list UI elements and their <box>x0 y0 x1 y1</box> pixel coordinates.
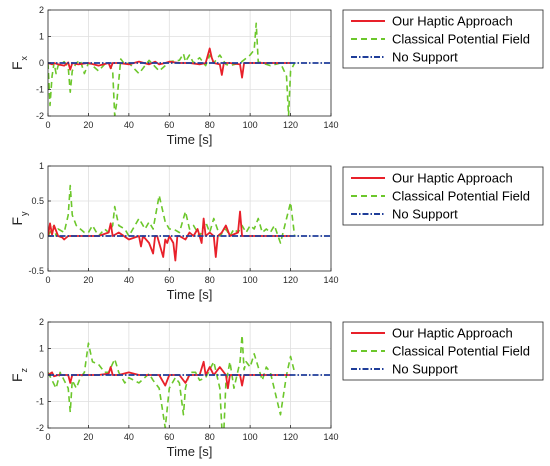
legend: Our Haptic Approach Classical Potential F… <box>342 166 544 226</box>
y-tick-label: 0.5 <box>31 196 44 206</box>
y-axis-label-subscript: y <box>19 211 29 216</box>
series-group <box>48 184 331 262</box>
legend-entry-label: No Support <box>392 50 458 65</box>
y-tick-label: 2 <box>39 317 44 327</box>
subplot-3: 0 20 40 60 80 100 120 140 -2 -1 0 1 2 Time [s] Fz Our H… <box>9 317 544 459</box>
x-tick-label: 100 <box>243 120 258 130</box>
y-axis-label: Fz <box>9 367 29 382</box>
y-tick-label: -1 <box>36 85 44 95</box>
x-tick-label: 120 <box>283 275 298 285</box>
y-tick-label: 0 <box>39 58 44 68</box>
x-tick-label: 140 <box>323 120 338 130</box>
legend-entry-label: No Support <box>392 362 458 377</box>
y-tick-label: -0.5 <box>28 266 44 276</box>
x-tick-label: 100 <box>243 275 258 285</box>
y-tick-label: 2 <box>39 5 44 15</box>
legend-entry-label: Classical Potential Field <box>392 344 530 359</box>
legend-entry-label: Our Haptic Approach <box>392 326 513 341</box>
x-tick-label: 80 <box>205 432 215 442</box>
series-line-classical-potential-field <box>48 184 296 244</box>
y-tick-label: 1 <box>39 32 44 42</box>
y-axis-label-main: F <box>9 61 25 70</box>
y-axis-label-main: F <box>9 217 25 226</box>
x-tick-label: 60 <box>164 275 174 285</box>
x-tick-label: 20 <box>83 432 93 442</box>
y-tick-label: -2 <box>36 423 44 433</box>
legend: Our Haptic Approach Classical Potential F… <box>342 9 544 69</box>
legend-entry-label: No Support <box>392 207 458 222</box>
y-axis-label-subscript: z <box>19 367 29 372</box>
x-tick-label: 0 <box>45 432 50 442</box>
legend-entry-label: Classical Potential Field <box>392 189 530 204</box>
y-tick-label: 1 <box>39 344 44 354</box>
y-axis-label-main: F <box>9 373 25 382</box>
x-tick-label: 40 <box>124 120 134 130</box>
x-tick-label: 60 <box>164 432 174 442</box>
x-tick-label: 100 <box>243 432 258 442</box>
x-axis-label: Time [s] <box>167 444 213 459</box>
x-tick-label: 140 <box>323 275 338 285</box>
x-tick-label: 120 <box>283 432 298 442</box>
axes-box <box>47 165 332 272</box>
y-tick-label: 0 <box>39 370 44 380</box>
y-axis-label: Fx <box>9 55 29 70</box>
plot-area <box>48 166 331 271</box>
y-axis-label: Fy <box>9 211 29 226</box>
subplot-1: 0 20 40 60 80 100 120 140 -2 -1 0 1 2 Time [s] Fx Our H… <box>9 5 544 147</box>
legend-entry-label: Classical Potential Field <box>392 32 530 47</box>
x-axis-label: Time [s] <box>167 287 213 302</box>
y-tick-label: 0 <box>39 231 44 241</box>
x-tick-label: 0 <box>45 120 50 130</box>
x-tick-label: 140 <box>323 432 338 442</box>
y-axis-label-subscript: x <box>19 55 29 60</box>
legend: Our Haptic Approach Classical Potential F… <box>342 321 544 381</box>
x-tick-label: 40 <box>124 432 134 442</box>
legend-entry-label: Our Haptic Approach <box>392 14 513 29</box>
x-tick-label: 40 <box>124 275 134 285</box>
series-group <box>48 22 331 116</box>
x-tick-label: 80 <box>205 120 215 130</box>
x-tick-label: 60 <box>164 120 174 130</box>
legend-entry-label: Our Haptic Approach <box>392 171 513 186</box>
x-tick-label: 120 <box>283 120 298 130</box>
x-tick-label: 20 <box>83 275 93 285</box>
y-tick-label: -2 <box>36 111 44 121</box>
x-tick-label: 80 <box>205 275 215 285</box>
y-tick-label: 1 <box>39 161 44 171</box>
x-tick-label: 0 <box>45 275 50 285</box>
x-tick-label: 20 <box>83 120 93 130</box>
series-group <box>48 334 331 428</box>
y-tick-label: -1 <box>36 397 44 407</box>
x-axis-label: Time [s] <box>167 132 213 147</box>
